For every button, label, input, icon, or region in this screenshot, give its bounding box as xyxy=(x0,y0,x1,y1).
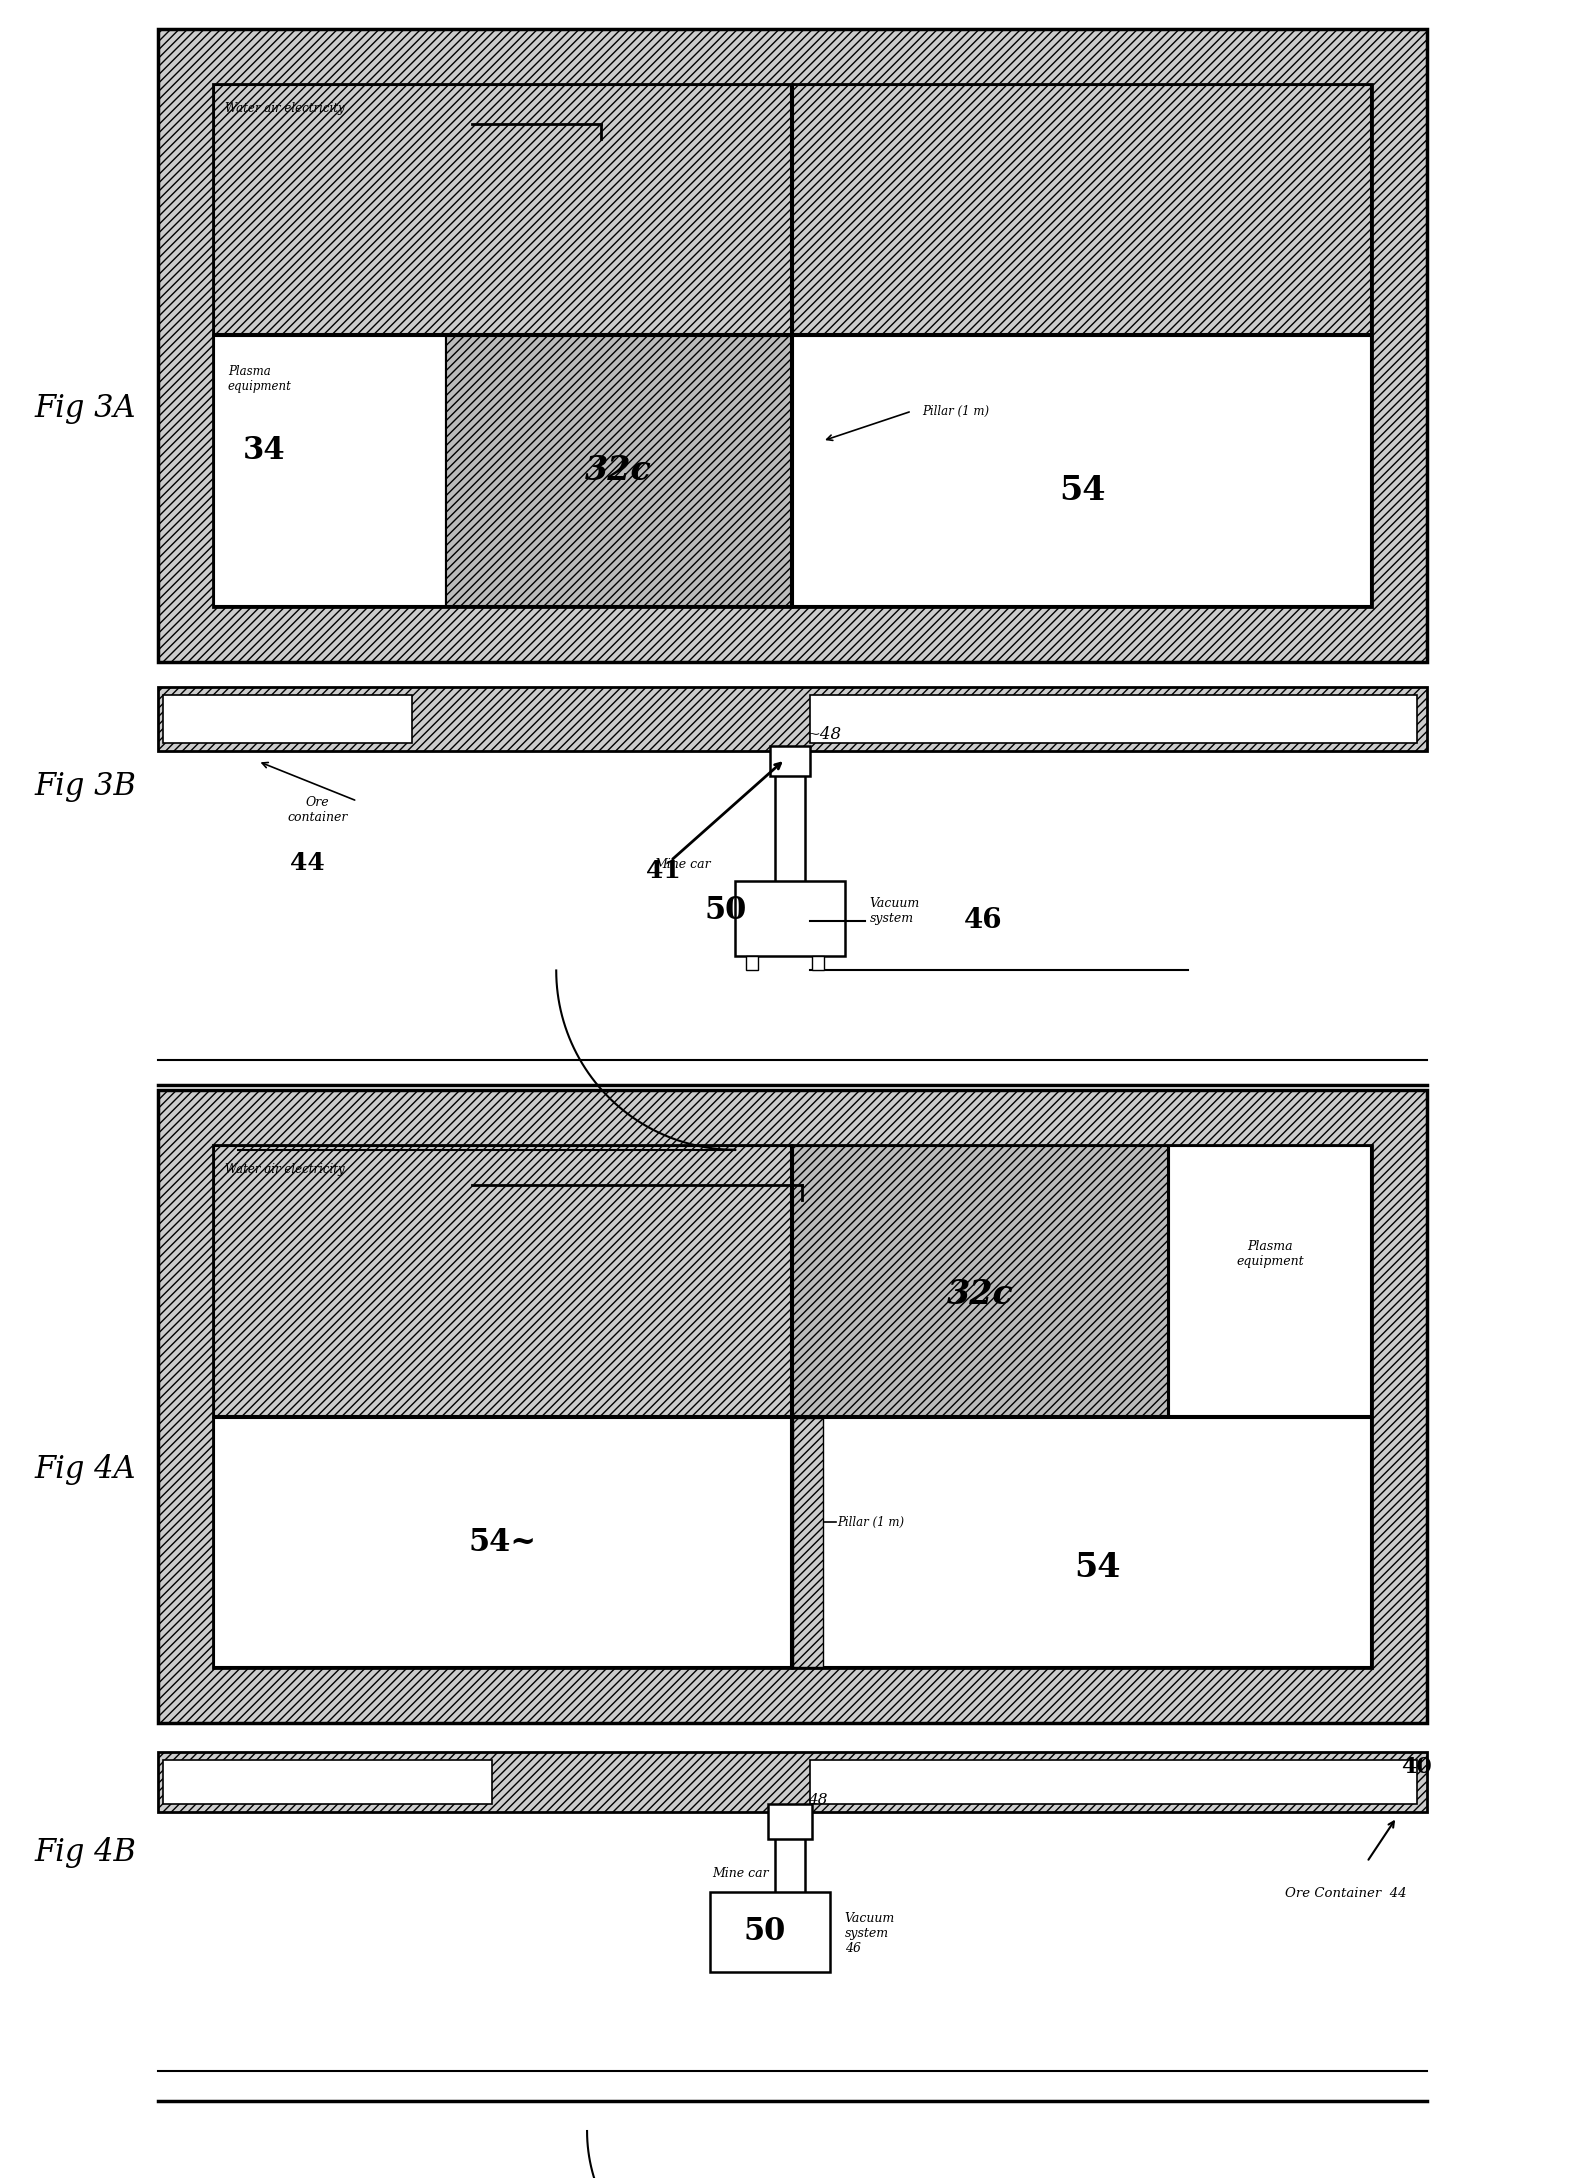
Bar xyxy=(793,85,1371,334)
Bar xyxy=(159,687,1426,751)
Bar xyxy=(214,1418,792,1667)
Text: 46: 46 xyxy=(965,908,1002,934)
Bar xyxy=(710,1892,829,1973)
Bar xyxy=(446,336,792,607)
Text: Pillar (1 m): Pillar (1 m) xyxy=(922,404,988,417)
Bar xyxy=(163,694,412,744)
Bar xyxy=(1169,1146,1371,1416)
Text: Plasma
equipment: Plasma equipment xyxy=(228,364,292,393)
Text: Fig 3B: Fig 3B xyxy=(35,770,135,801)
Text: 34: 34 xyxy=(244,434,286,465)
Text: ~48: ~48 xyxy=(806,727,840,744)
Bar xyxy=(214,85,792,334)
Text: Pillar (1 m): Pillar (1 m) xyxy=(837,1516,905,1530)
Bar xyxy=(768,1805,812,1839)
Text: 48: 48 xyxy=(807,1794,828,1807)
Text: Ore Container  44: Ore Container 44 xyxy=(1285,1887,1406,1901)
Text: Water air electricity: Water air electricity xyxy=(225,1163,344,1176)
Text: Vacuum
system
46: Vacuum system 46 xyxy=(845,1911,895,1955)
Bar xyxy=(812,956,823,971)
Text: 54: 54 xyxy=(1059,473,1106,506)
Bar xyxy=(159,1091,1426,1722)
Text: 32c: 32c xyxy=(947,1279,1015,1311)
Text: Fig 4A: Fig 4A xyxy=(35,1453,135,1486)
Bar xyxy=(159,28,1426,661)
Bar xyxy=(793,336,1371,607)
Bar xyxy=(775,751,804,901)
Text: Water air electricity: Water air electricity xyxy=(225,103,344,116)
Bar xyxy=(214,83,1371,607)
Text: 44: 44 xyxy=(291,851,325,875)
Text: 32c: 32c xyxy=(586,454,652,487)
Bar xyxy=(793,1418,823,1667)
Text: 54~: 54~ xyxy=(468,1527,537,1558)
Text: Vacuum
system: Vacuum system xyxy=(870,897,919,925)
Bar xyxy=(770,746,811,777)
Text: Plasma
equipment: Plasma equipment xyxy=(1236,1239,1304,1268)
Text: 54: 54 xyxy=(1075,1551,1120,1584)
Bar xyxy=(775,1813,804,1931)
Text: 41: 41 xyxy=(646,860,680,884)
Text: Mine car: Mine car xyxy=(712,1868,768,1881)
Text: 50: 50 xyxy=(704,895,746,925)
Bar xyxy=(793,1146,1169,1416)
Text: Fig 3A: Fig 3A xyxy=(35,393,135,423)
Text: Mine car: Mine car xyxy=(654,858,710,871)
Bar xyxy=(214,336,446,607)
Bar xyxy=(811,694,1417,744)
Bar xyxy=(163,1761,492,1805)
Bar xyxy=(159,1752,1426,1813)
Text: Ore
container: Ore container xyxy=(287,796,347,825)
Text: Fig 4B: Fig 4B xyxy=(35,1837,135,1868)
Bar xyxy=(214,1146,792,1416)
Bar xyxy=(811,1761,1417,1805)
Bar xyxy=(746,956,759,971)
Bar xyxy=(735,882,845,956)
Text: 50: 50 xyxy=(745,1916,786,1946)
Bar xyxy=(214,1146,1371,1667)
Text: 40: 40 xyxy=(1401,1757,1431,1778)
Bar xyxy=(793,1418,1371,1667)
